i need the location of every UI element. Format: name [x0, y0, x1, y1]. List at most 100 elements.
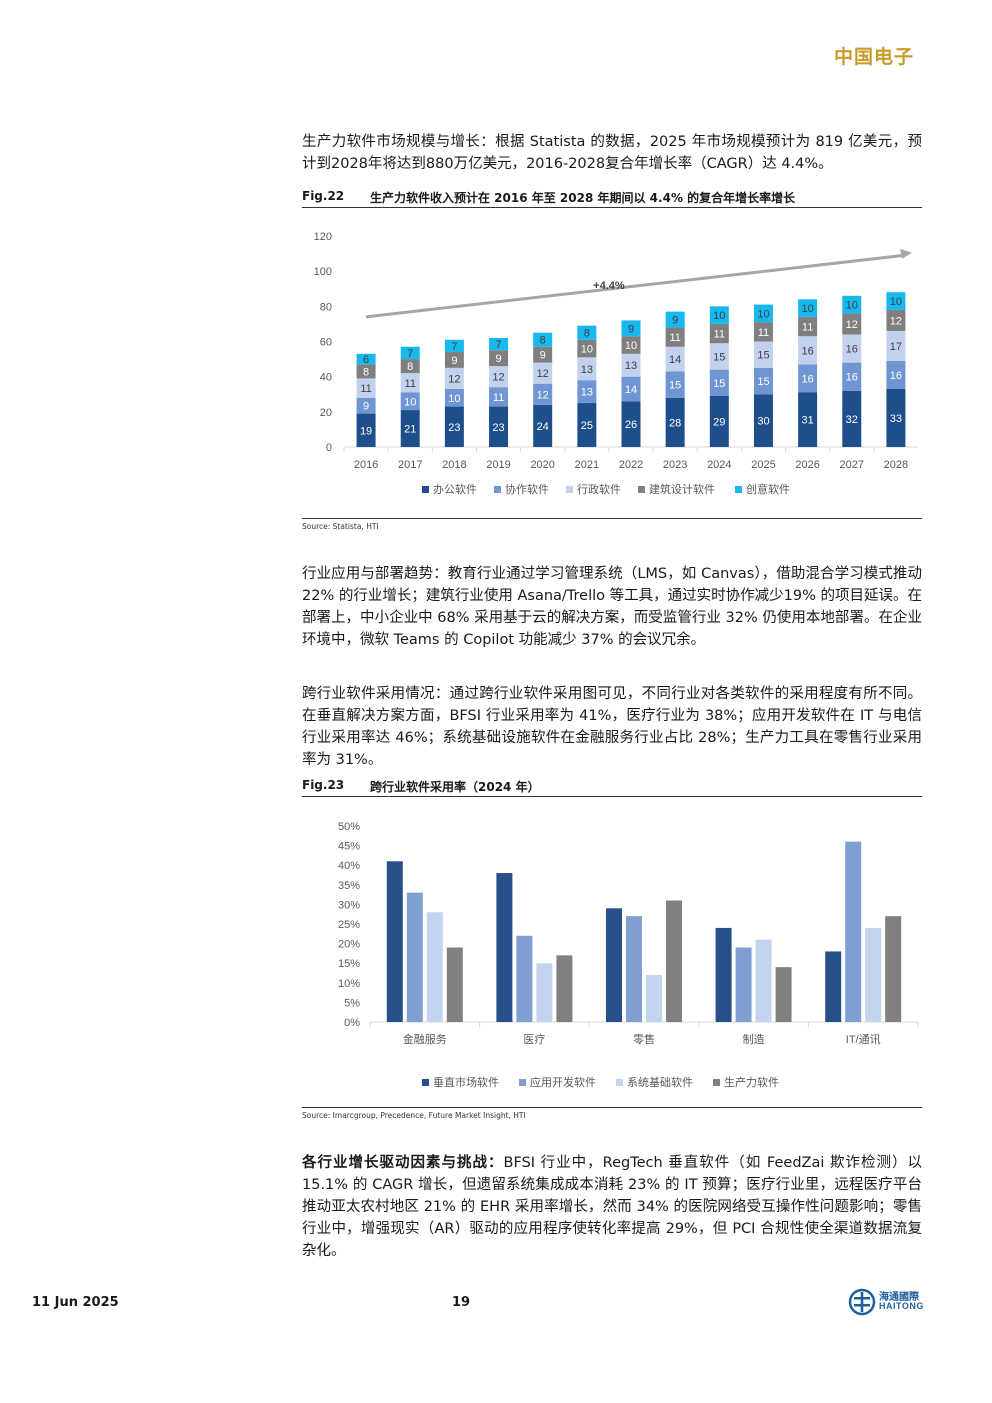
bar-segment	[444, 367, 464, 389]
bar-segment	[400, 359, 420, 374]
bar-segment	[798, 336, 818, 365]
data-label: 10	[890, 296, 902, 308]
legend-swatch	[713, 1079, 720, 1086]
bar-segment	[886, 309, 906, 331]
data-label: 7	[451, 341, 457, 353]
bar-segment	[665, 397, 685, 447]
paragraph-drivers-heading: 各行业增长驱动因素与挑战：	[302, 1155, 504, 1171]
bar	[446, 947, 463, 1022]
bar-segment	[842, 295, 862, 314]
data-label: 11	[360, 383, 371, 395]
y-tick-label: 5%	[344, 997, 360, 1009]
data-label: 31	[801, 415, 813, 427]
bar-segment	[753, 367, 773, 395]
y-tick-label: 100	[314, 266, 332, 278]
y-tick-label: 40%	[338, 860, 360, 872]
bar-segment	[665, 327, 685, 347]
bar-segment	[798, 364, 818, 393]
data-label: 14	[625, 384, 637, 396]
bar-segment	[798, 392, 818, 447]
bar-segment	[621, 401, 641, 447]
logo-text-cn: 海通國際	[879, 1292, 919, 1303]
data-label: 10	[757, 308, 769, 320]
bar-segment	[444, 339, 464, 353]
data-label: 15	[713, 351, 725, 363]
page-number: 19	[452, 1295, 471, 1310]
x-tick-label: 2025	[751, 459, 775, 471]
bar-segment	[489, 406, 509, 447]
bar-segment	[886, 292, 906, 310]
y-tick-label: 20%	[338, 939, 360, 951]
bar-segment	[533, 346, 553, 363]
x-tick-label: 2022	[619, 459, 643, 471]
x-tick-label: 零售	[633, 1032, 655, 1046]
bar-segment	[842, 313, 862, 335]
bar-segment	[356, 364, 376, 379]
bar	[516, 935, 533, 1022]
bar-segment	[400, 373, 420, 393]
data-label: 25	[581, 420, 593, 432]
legend-swatch	[735, 486, 742, 493]
data-label: 8	[407, 361, 413, 373]
legend-swatch	[638, 486, 645, 493]
bar	[386, 861, 403, 1022]
data-label: 10	[846, 300, 858, 312]
data-label: 16	[801, 345, 813, 357]
bar-segment	[533, 383, 553, 405]
legend-label: 协作软件	[505, 482, 549, 496]
data-label: 15	[757, 350, 769, 362]
legend-swatch	[616, 1079, 623, 1086]
data-label: 13	[625, 360, 637, 372]
data-label: 11	[802, 322, 813, 334]
bar-segment	[400, 410, 420, 447]
bar-segment	[444, 352, 464, 368]
legend-label: 应用开发软件	[530, 1075, 596, 1089]
bar-segment	[709, 306, 729, 324]
data-label: 10	[448, 393, 460, 405]
bar	[885, 916, 902, 1022]
data-label: 24	[537, 421, 549, 433]
data-label: 11	[405, 378, 416, 390]
bar-segment	[444, 388, 464, 407]
data-label: 10	[404, 396, 416, 408]
bar-segment	[842, 362, 862, 391]
data-label: 10	[581, 344, 593, 356]
data-label: 6	[363, 354, 369, 366]
bar-segment	[709, 323, 729, 344]
data-label: 13	[581, 364, 593, 376]
data-label: 29	[713, 417, 725, 429]
bar-segment	[577, 380, 597, 404]
legend-label: 系统基础软件	[627, 1075, 693, 1089]
bar	[556, 955, 573, 1022]
x-tick-label: 2023	[663, 459, 687, 471]
bar	[825, 951, 842, 1022]
data-label: 15	[713, 378, 725, 390]
legend-label: 办公软件	[433, 482, 477, 496]
bar	[406, 892, 423, 1022]
growth-annotation: +4.4%	[593, 280, 625, 292]
data-label: 23	[448, 422, 460, 434]
adoption-rate-chart: 0% 5% 10% 15% 20% 25% 30% 35% 40% 45% 50% 金融服务 医疗 零售 制…	[338, 821, 919, 1089]
trend-arrow-head	[900, 248, 912, 259]
legend-swatch	[566, 486, 573, 493]
logo-text-en: HAITONG	[879, 1301, 924, 1311]
y-tick-label: 15%	[338, 958, 360, 970]
legend-label: 创意软件	[746, 482, 790, 496]
data-label: 10	[713, 310, 725, 322]
data-label: 17	[890, 341, 902, 353]
bar	[775, 967, 792, 1022]
x-tick-label: 2028	[884, 459, 908, 471]
data-label: 23	[492, 422, 504, 434]
bar	[755, 939, 772, 1022]
data-label: 11	[714, 329, 725, 341]
data-label: 8	[584, 328, 590, 340]
data-label: 32	[846, 414, 858, 426]
data-label: 12	[492, 372, 504, 384]
data-label: 9	[495, 353, 501, 365]
data-label: 26	[625, 419, 637, 431]
fig23-header: Fig.23 跨行业软件采用率（2024 年）	[302, 778, 922, 797]
bar-segment	[533, 362, 553, 384]
bar-segment	[356, 378, 376, 398]
x-tick-label: 制造	[743, 1032, 765, 1046]
y-tick-label: 35%	[338, 880, 360, 892]
